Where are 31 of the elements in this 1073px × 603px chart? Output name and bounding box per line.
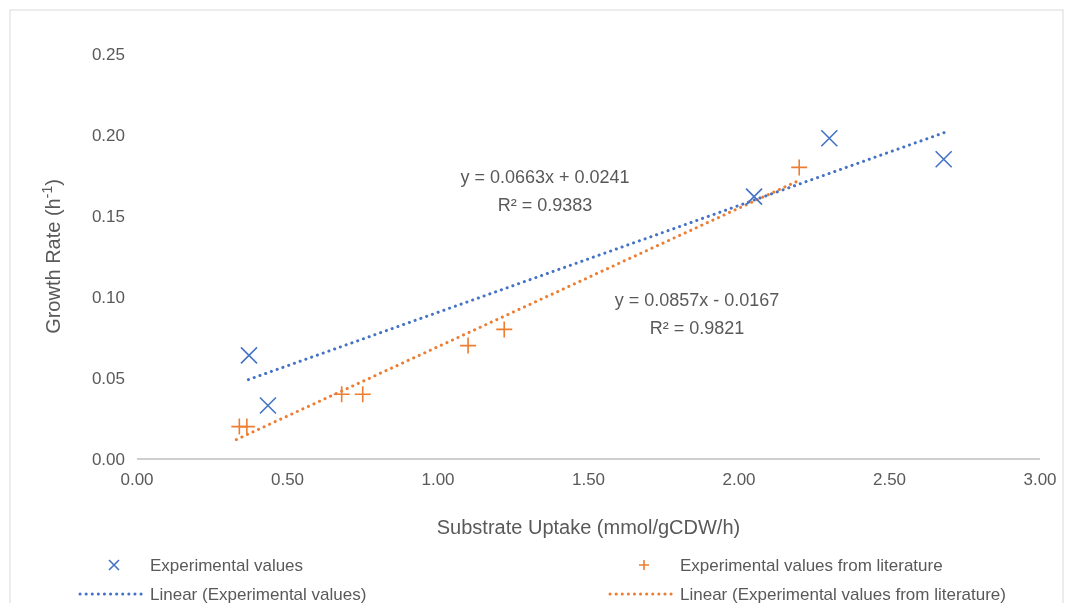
point	[459, 336, 477, 355]
x-axis-title: Substrate Uptake (mmol/gCDW/h)	[436, 516, 741, 538]
y-tick-label: 0.15	[91, 207, 125, 226]
x-tick-label: 2.00	[722, 470, 756, 489]
y-tick-label: 0.05	[91, 369, 125, 388]
point	[353, 385, 372, 403]
x-tick-label: 2.50	[872, 470, 907, 489]
y-tick-label: 0.20	[91, 126, 125, 145]
annotation: y = 0.0857x - 0.0167 R² = 0.9821	[614, 290, 780, 338]
point	[495, 320, 514, 339]
legend-label: Linear (Experimental values)	[150, 585, 367, 603]
point	[934, 150, 953, 169]
y-tick-label: 0.25	[91, 45, 125, 64]
y-tick-label: 0.10	[91, 288, 125, 307]
x-tick-label: 1.50	[571, 470, 606, 489]
x-tick-label: 1.00	[421, 470, 455, 489]
point	[745, 187, 763, 206]
annotation: y = 0.0663x + 0.0241 R² = 0.9383	[460, 167, 630, 215]
x-tick-label: 3.00	[1023, 470, 1057, 489]
point	[259, 396, 277, 415]
point	[820, 129, 839, 148]
point	[790, 158, 808, 177]
legend-label: Experimental values	[150, 556, 304, 575]
point	[332, 385, 351, 403]
point	[240, 346, 258, 365]
legend-label: Experimental values from literature	[680, 556, 943, 575]
legend-label: Linear (Experimental values from literature)	[680, 585, 1006, 603]
point	[238, 417, 256, 436]
x-tick-label: 0.50	[270, 470, 305, 489]
y-tick-label: 0.00	[91, 450, 125, 469]
x-tick-label: 0.00	[120, 470, 154, 489]
